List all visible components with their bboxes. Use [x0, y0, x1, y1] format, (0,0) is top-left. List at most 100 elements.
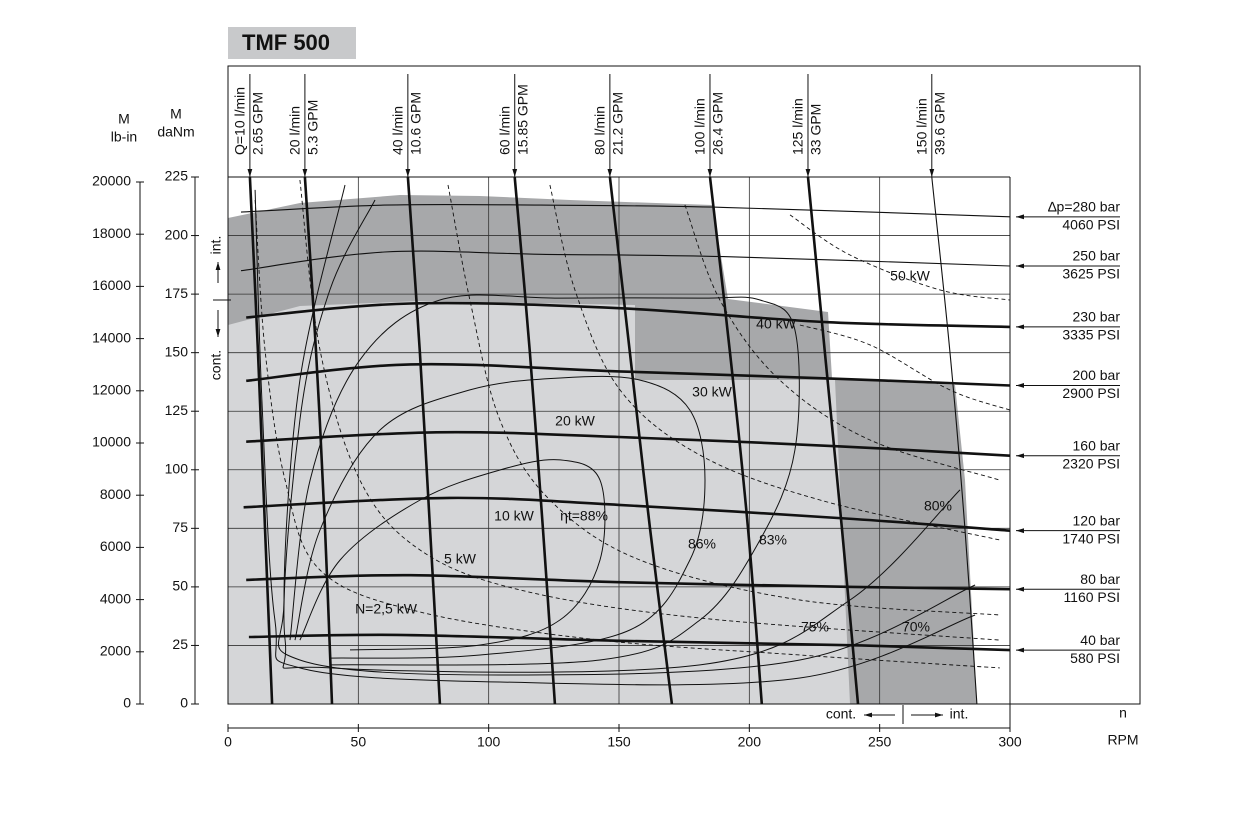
power-label: 5 kW: [444, 551, 477, 567]
int-label: int.: [208, 236, 224, 255]
y-tick-label: 50: [172, 578, 188, 594]
flow-gpm: 39.6 GPM: [932, 92, 948, 155]
x-label: n: [1119, 705, 1127, 721]
y-tick-label: 200: [165, 226, 189, 242]
efficiency-line: [254, 189, 976, 686]
power-line: [789, 214, 1011, 301]
title: TMF 500: [242, 30, 330, 55]
flow-line: [806, 176, 860, 705]
y-tick-label: 100: [165, 460, 189, 476]
pressure-label: 120 bar: [1073, 512, 1121, 528]
flow-gpm: 26.4 GPM: [710, 92, 726, 155]
zones: [228, 195, 977, 704]
pressure-psi: 3625 PSI: [1062, 266, 1120, 282]
flow-gpm: 5.3 GPM: [305, 100, 321, 155]
pressure-psi: 1740 PSI: [1062, 530, 1120, 546]
efficiency-label: 75%: [801, 619, 829, 635]
efficiency-line: [277, 184, 976, 676]
flow-gpm: 2.65 GPM: [250, 92, 266, 155]
y2-tick-label: 0: [123, 695, 131, 711]
pressure-line: [240, 203, 1011, 218]
y-tick-label: 225: [165, 168, 189, 184]
power-line: [299, 179, 1000, 641]
pressure-label: ∆p=280 bar: [1048, 199, 1120, 215]
flow-gpm: 21.2 GPM: [610, 92, 626, 155]
power-label: 50 kW: [890, 268, 930, 284]
flow-label: 150 l/min: [914, 98, 930, 155]
pressure-psi: 3335 PSI: [1062, 327, 1120, 343]
cont-zone: [228, 301, 850, 704]
y-tick-label: 125: [165, 402, 189, 418]
y-label: M: [170, 106, 182, 122]
flow-label: 60 l/min: [496, 106, 512, 155]
y2-tick-label: 4000: [100, 590, 131, 606]
pressure-label: 250 bar: [1073, 248, 1121, 264]
x-tick-label: 150: [607, 734, 631, 750]
power-label: 20 kW: [555, 413, 595, 429]
y2-tick-label: 6000: [100, 538, 131, 554]
plot-frame: [227, 65, 1141, 705]
pressure-label: 230 bar: [1073, 309, 1121, 325]
flow-gpm: 33 GPM: [808, 104, 824, 155]
y2-label: M: [118, 111, 130, 127]
pressure-line: [246, 301, 1011, 329]
pressure-line: [243, 496, 1011, 532]
flow-label: 125 l/min: [790, 98, 806, 155]
pressure-psi: 580 PSI: [1070, 650, 1120, 666]
flow-line: [931, 176, 978, 705]
efficiency-label: ηt=88%: [560, 508, 608, 524]
flow-line: [303, 176, 334, 705]
y2-unit: lb-in: [111, 129, 137, 145]
flow-line: [608, 176, 674, 705]
cont-label-x: cont.: [826, 706, 856, 722]
power-line: [447, 184, 1000, 616]
cont-label: cont.: [208, 350, 224, 380]
power-line: [254, 199, 1000, 669]
x-unit: RPM: [1107, 732, 1138, 748]
efficiency-label: 80%: [924, 498, 952, 514]
x-tick-label: 100: [477, 734, 501, 750]
pressure-psi: 2320 PSI: [1062, 455, 1120, 471]
flow-label: 80 l/min: [592, 106, 608, 155]
efficiency-line: [294, 375, 706, 659]
pressure-label: 160 bar: [1073, 437, 1121, 453]
x-tick-label: 50: [351, 734, 367, 750]
flow-gpm: 15.85 GPM: [514, 84, 530, 155]
x-tick-label: 300: [998, 734, 1022, 750]
flow-line: [406, 176, 442, 705]
efficiency-line: [299, 459, 606, 651]
power-label: N=2,5 kW: [355, 601, 418, 617]
pressure-line: [248, 633, 1011, 652]
efficiency-label: 70%: [902, 619, 930, 635]
efficiency-line: [282, 199, 961, 673]
y2-tick-label: 2000: [100, 643, 131, 659]
power-line: [549, 184, 1000, 541]
y2-tick-label: 8000: [100, 486, 131, 502]
y2-tick-label: 18000: [92, 225, 131, 241]
y-tick-label: 25: [172, 636, 188, 652]
int-label-x: int.: [950, 706, 969, 722]
y-tick-label: 175: [165, 285, 189, 301]
y2-tick-label: 10000: [92, 434, 131, 450]
x-tick-label: 0: [224, 734, 232, 750]
flow-label: 40 l/min: [390, 106, 406, 155]
x-tick-label: 250: [868, 734, 892, 750]
y-unit: daNm: [157, 124, 194, 140]
pressure-line: [246, 430, 1011, 457]
y2-tick-label: 14000: [92, 329, 131, 345]
y-tick-label: 0: [180, 695, 188, 711]
y-tick-label: 150: [165, 343, 189, 359]
pressure-label: 200 bar: [1073, 367, 1121, 383]
pressure-label: 40 bar: [1080, 632, 1120, 648]
flow-label: 100 l/min: [692, 98, 708, 155]
power-line: [799, 324, 1011, 411]
efficiency-label: 86%: [688, 536, 716, 552]
pressure-line: [240, 250, 1011, 272]
y-tick-label: 75: [172, 519, 188, 535]
pressure-line: [246, 573, 1011, 591]
x-tick-label: 200: [738, 734, 762, 750]
power-label: 30 kW: [692, 384, 732, 400]
power-label: 10 kW: [494, 508, 534, 524]
y2-tick-label: 20000: [92, 173, 131, 189]
